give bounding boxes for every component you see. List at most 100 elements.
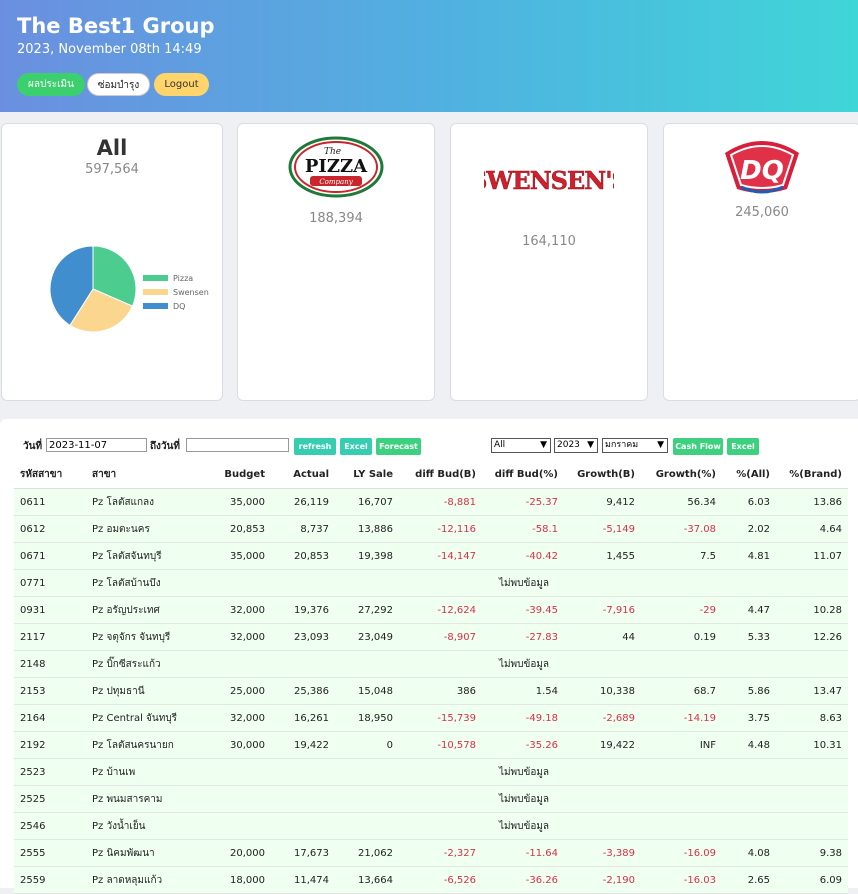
logout-button[interactable]: Logout bbox=[154, 73, 209, 96]
year-select[interactable]: 2023 ▼ bbox=[554, 438, 598, 453]
value-cell: 10.31 bbox=[776, 731, 848, 759]
table-row[interactable]: 2546 Pz วังน้ำเย็น ไม่พบข้อมูล bbox=[14, 812, 848, 840]
from-date-input[interactable] bbox=[46, 438, 147, 452]
value-cell: 2.02 bbox=[722, 515, 776, 543]
column-header[interactable]: %(Brand) bbox=[776, 461, 848, 489]
value-cell: 13,886 bbox=[335, 515, 399, 543]
chevron-down-icon: ▼ bbox=[587, 440, 594, 450]
evaluation-button[interactable]: ผลประเมิน bbox=[17, 73, 85, 96]
table-row[interactable]: 2559 Pz ลาดหลุมแก้ว 18,000 11,474 13,664 -6,5… bbox=[14, 866, 848, 894]
value-cell: 15,048 bbox=[335, 677, 399, 705]
value-cell: -27.83 bbox=[482, 623, 564, 651]
branch-name-cell: Pz ปทุมธานี bbox=[86, 677, 200, 705]
column-header[interactable]: Growth(%) bbox=[641, 461, 722, 489]
from-date-label: วันที่ bbox=[23, 441, 43, 452]
month-select[interactable]: มกราคม ▼ bbox=[602, 438, 668, 453]
legend-swatch bbox=[143, 289, 168, 295]
value-cell: -7,916 bbox=[564, 596, 641, 624]
no-data-cell: ไม่พบข้อมูล bbox=[200, 569, 848, 597]
value-cell: -35.26 bbox=[482, 731, 564, 759]
table-row[interactable]: 2153 Pz ปทุมธานี 25,000 25,386 15,048 386 1.54… bbox=[14, 677, 848, 705]
pie-slice-dq[interactable] bbox=[49, 245, 94, 327]
pie-slice-pizza[interactable] bbox=[92, 245, 137, 307]
value-cell: 20,853 bbox=[200, 515, 271, 543]
value-cell: 3.75 bbox=[722, 704, 776, 732]
value-cell: 11,474 bbox=[271, 866, 335, 894]
table-row[interactable]: 0671 Pz โลตัสจันทบุรี 35,000 20,853 19,398 -1… bbox=[14, 542, 848, 570]
branch-name-cell: Pz โลตัสจันทบุรี bbox=[86, 542, 200, 570]
branch-code-cell: 2523 bbox=[14, 758, 86, 786]
value-cell: -2,190 bbox=[564, 866, 641, 894]
cash-flow-button[interactable]: Cash Flow bbox=[673, 438, 723, 455]
excel-button[interactable]: Excel bbox=[340, 438, 372, 455]
value-cell: 44 bbox=[564, 623, 641, 651]
column-header[interactable]: Growth(B) bbox=[564, 461, 641, 489]
sales-table: รหัสสาขา สาขา Budget Actual LY Sale diff Bud(… bbox=[14, 461, 848, 894]
forecast-button[interactable]: Forecast bbox=[376, 438, 421, 455]
column-header[interactable]: diff Bud(B) bbox=[399, 461, 482, 489]
brand-filter-select[interactable]: All ▼ bbox=[491, 438, 551, 453]
value-cell: 4.47 bbox=[722, 596, 776, 624]
table-row[interactable]: 2192 Pz โลตัสนครนายก 30,000 19,422 0 -10,578-… bbox=[14, 731, 848, 759]
branch-code-cell: 2525 bbox=[14, 785, 86, 813]
value-cell: -10,578 bbox=[399, 731, 482, 759]
value-cell: 20,000 bbox=[200, 839, 271, 867]
column-header[interactable]: diff Bud(%) bbox=[482, 461, 564, 489]
branch-code-cell: 2164 bbox=[14, 704, 86, 732]
table-row[interactable]: 0612 Pz อมตะนคร 20,853 8,737 13,886 -12,116 -5… bbox=[14, 515, 848, 543]
card-swensens[interactable]: SWENSEN'S 164,110 bbox=[450, 123, 648, 401]
table-row[interactable]: 0611 Pz โลตัสแกลง 35,000 26,119 16,707 -8,881… bbox=[14, 488, 848, 516]
table-row[interactable]: 0771 Pz โลตัสบ้านบึง ไม่พบข้อมูล bbox=[14, 569, 848, 597]
value-cell: -15,739 bbox=[399, 704, 482, 732]
card-all[interactable]: All 597,564 Pizza Swensen DQ bbox=[1, 123, 223, 401]
value-cell: 32,000 bbox=[200, 704, 271, 732]
table-row[interactable]: 2148 Pz บิ๊กซีสระแก้ว ไม่พบข้อมูล bbox=[14, 650, 848, 678]
value-cell: 25,386 bbox=[271, 677, 335, 705]
maintenance-button[interactable]: ซ่อมบำรุง bbox=[87, 73, 150, 96]
value-cell: 1.54 bbox=[482, 677, 564, 705]
column-header[interactable]: LY Sale bbox=[335, 461, 399, 489]
value-cell: -49.18 bbox=[482, 704, 564, 732]
to-date-label: ถึงวันที่ bbox=[150, 441, 180, 452]
card-dq[interactable]: DQ 245,060 bbox=[663, 123, 858, 401]
card-pizza[interactable]: The PIZZA Company 188,394 bbox=[237, 123, 435, 401]
card-pizza-value: 188,394 bbox=[309, 211, 363, 226]
value-cell: 35,000 bbox=[200, 542, 271, 570]
value-cell: -40.42 bbox=[482, 542, 564, 570]
app-title: The Best1 Group bbox=[17, 14, 215, 38]
to-date-input[interactable] bbox=[186, 438, 289, 452]
refresh-button[interactable]: refresh bbox=[294, 438, 336, 455]
value-cell: -8,907 bbox=[399, 623, 482, 651]
table-row[interactable]: 0931 Pz อรัญประเทศ 32,000 19,376 27,292 -12,6… bbox=[14, 596, 848, 624]
legend-label: DQ bbox=[173, 302, 185, 311]
branch-name-cell: Pz โลตัสนครนายก bbox=[86, 731, 200, 759]
legend-swatch bbox=[143, 275, 168, 281]
value-cell: 7.5 bbox=[641, 542, 722, 570]
table-row[interactable]: 2523 Pz บ้านเพ ไม่พบข้อมูล bbox=[14, 758, 848, 786]
column-header[interactable]: Budget bbox=[200, 461, 271, 489]
branch-code-cell: 0671 bbox=[14, 542, 86, 570]
value-cell: 8,737 bbox=[271, 515, 335, 543]
column-header[interactable]: Actual bbox=[271, 461, 335, 489]
value-cell: 13.86 bbox=[776, 488, 848, 516]
column-header[interactable]: สาขา bbox=[86, 461, 200, 489]
value-cell: -3,389 bbox=[564, 839, 641, 867]
value-cell: 20,853 bbox=[271, 542, 335, 570]
branch-code-cell: 2117 bbox=[14, 623, 86, 651]
column-header[interactable]: %(All) bbox=[722, 461, 776, 489]
table-row[interactable]: 2525 Pz พนมสารคาม ไม่พบข้อมูล bbox=[14, 785, 848, 813]
branch-name-cell: Pz จตุจักร จันทบุรี bbox=[86, 623, 200, 651]
table-row[interactable]: 2117 Pz จตุจักร จันทบุรี 32,000 23,093 23,04… bbox=[14, 623, 848, 651]
card-all-title: All bbox=[96, 136, 128, 160]
branch-code-cell: 2559 bbox=[14, 866, 86, 894]
value-cell: 16,707 bbox=[335, 488, 399, 516]
excel-button-2[interactable]: Excel bbox=[727, 438, 759, 455]
dq-logo: DQ bbox=[725, 141, 799, 194]
header: The Best1 Group 2023, November 08th 14:4… bbox=[0, 0, 858, 112]
column-header[interactable]: รหัสสาขา bbox=[14, 461, 86, 489]
table-row[interactable]: 2164 Pz Central จันทบุรี 32,000 16,261 18,95… bbox=[14, 704, 848, 732]
pie-slice-swensen[interactable] bbox=[69, 288, 134, 333]
value-cell: 13,664 bbox=[335, 866, 399, 894]
table-row[interactable]: 2555 Pz นิคมพัฒนา 20,000 17,673 21,062 -2,327… bbox=[14, 839, 848, 867]
no-data-cell: ไม่พบข้อมูล bbox=[200, 812, 848, 840]
